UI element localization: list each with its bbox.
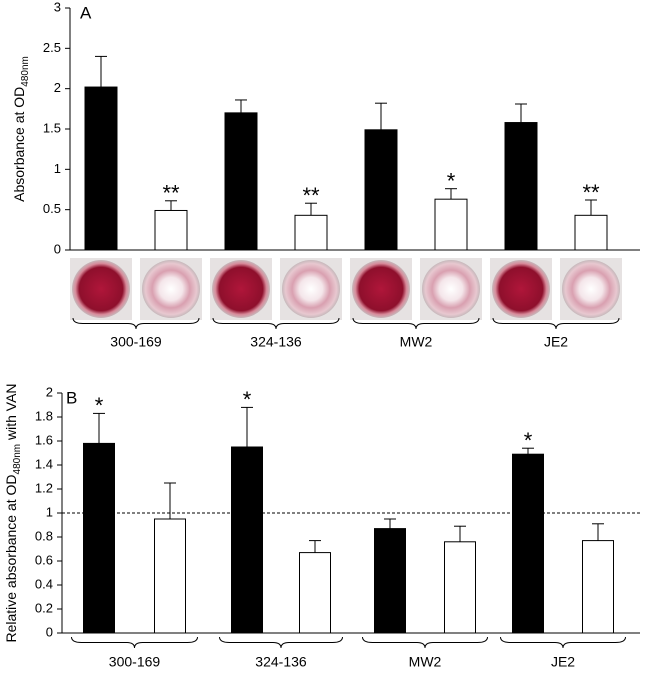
bar xyxy=(84,86,118,251)
panel-letter: A xyxy=(80,3,92,22)
bar xyxy=(154,518,186,634)
group-brace xyxy=(500,636,626,649)
x-category-label: MW2 xyxy=(409,654,442,670)
group-brace xyxy=(492,317,620,330)
y-tick-label: 0.4 xyxy=(35,576,53,591)
group-brace xyxy=(219,636,343,649)
significance-mark: ** xyxy=(582,180,600,205)
significance-mark: * xyxy=(243,387,252,412)
y-tick-label: 3 xyxy=(54,0,61,14)
y-tick-label: 1 xyxy=(46,504,53,519)
y-axis-label-part: 480nm xyxy=(20,56,31,87)
group-brace xyxy=(212,317,340,330)
y-tick-label: 0.8 xyxy=(35,528,53,543)
y-axis-label: Relative absorbance at OD480nm with VAN xyxy=(3,383,23,642)
group-brace xyxy=(352,317,480,330)
x-category-label: 300-169 xyxy=(110,334,162,350)
panel-letter: B xyxy=(66,388,77,407)
bar xyxy=(374,528,406,634)
y-tick-label: 1.5 xyxy=(43,120,61,135)
significance-mark: * xyxy=(524,428,533,453)
significance-mark: * xyxy=(95,393,104,418)
x-category-label: JE2 xyxy=(544,334,568,350)
bar xyxy=(574,214,608,251)
group-brace xyxy=(71,636,198,649)
y-tick-label: 0 xyxy=(54,241,61,256)
y-axis-label-part: Relative absorbance at OD xyxy=(3,474,19,642)
bar xyxy=(434,198,468,251)
y-tick-label: 0.2 xyxy=(35,600,53,615)
y-tick-label: 2.5 xyxy=(43,40,61,55)
y-tick-label: 1.4 xyxy=(35,456,53,471)
bar xyxy=(83,442,115,634)
x-category-label: MW2 xyxy=(400,334,433,350)
y-axis-label-part: 480nm xyxy=(12,444,23,475)
x-category-label: JE2 xyxy=(551,654,575,670)
y-tick-label: 2 xyxy=(46,384,53,399)
bar xyxy=(294,214,328,251)
y-tick-label: 1 xyxy=(54,161,61,176)
significance-mark: ** xyxy=(162,181,180,206)
y-axis-label-part: with VAN xyxy=(3,383,19,443)
y-axis-label-part: Absorbance at OD xyxy=(11,87,27,202)
x-category-label: 324-136 xyxy=(255,654,307,670)
well-images xyxy=(70,258,622,320)
y-tick-label: 0.5 xyxy=(43,201,61,216)
bar xyxy=(504,122,538,251)
group-brace xyxy=(362,636,488,649)
bar xyxy=(231,446,263,634)
bar xyxy=(512,453,544,634)
bar xyxy=(154,209,188,251)
y-tick-label: 1.2 xyxy=(35,480,53,495)
significance-mark: * xyxy=(447,169,456,194)
bar xyxy=(299,552,331,634)
bar xyxy=(582,540,614,634)
bar xyxy=(224,112,258,251)
y-tick-label: 0.6 xyxy=(35,552,53,567)
y-tick-label: 1.8 xyxy=(35,408,53,423)
significance-mark: ** xyxy=(302,183,320,208)
x-category-label: 300-169 xyxy=(109,654,161,670)
y-tick-label: 1.6 xyxy=(35,432,53,447)
x-category-label: 324-136 xyxy=(250,334,302,350)
y-tick-label: 2 xyxy=(54,80,61,95)
y-axis-label: Absorbance at OD480nm xyxy=(11,56,31,202)
bar xyxy=(444,541,476,634)
group-brace xyxy=(72,317,200,330)
y-tick-label: 0 xyxy=(46,624,53,639)
bar xyxy=(364,129,398,251)
